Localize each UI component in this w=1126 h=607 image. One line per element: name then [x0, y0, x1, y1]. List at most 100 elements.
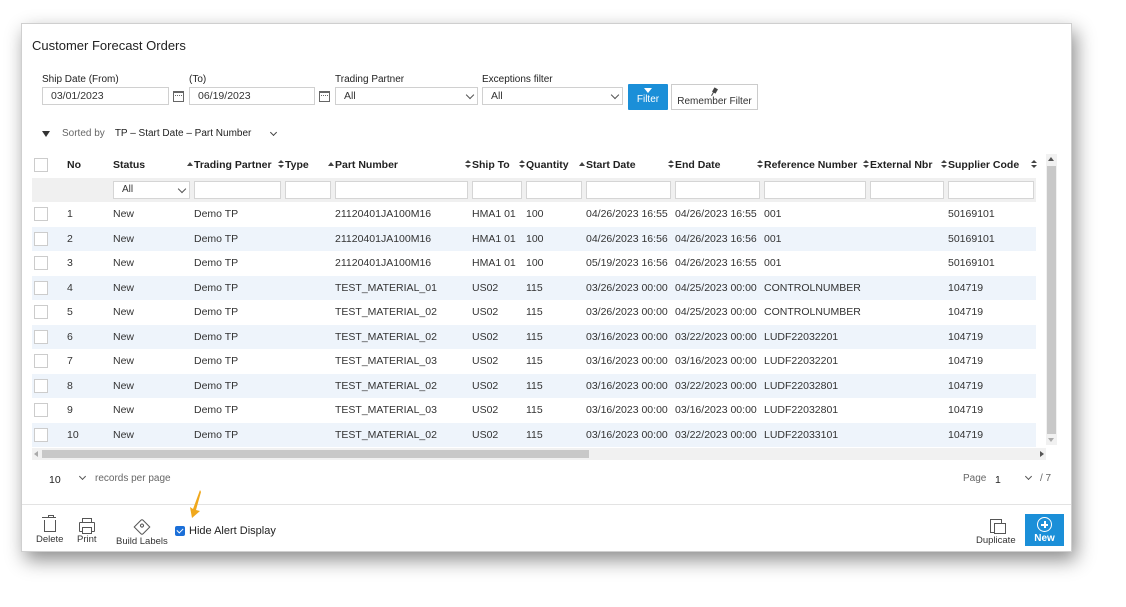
- supplier-code-filter-input[interactable]: [948, 181, 1034, 199]
- funnel-icon[interactable]: [42, 130, 50, 137]
- cell-no: 3: [67, 257, 73, 270]
- col-start-date[interactable]: Start Date: [586, 159, 674, 171]
- calendar-icon[interactable]: [315, 87, 333, 105]
- col-part-number[interactable]: Part Number: [335, 159, 471, 171]
- remember-filter-label: Remember Filter: [677, 96, 752, 107]
- new-button[interactable]: New: [1025, 514, 1064, 546]
- forecast-orders-window: Customer Forecast Orders Ship Date (From…: [21, 23, 1072, 552]
- col-status[interactable]: Status: [113, 159, 193, 171]
- print-button[interactable]: Print: [77, 517, 97, 545]
- cell-partner: Demo TP: [192, 275, 283, 300]
- table-row[interactable]: 6 New Demo TP TEST_MATERIAL_02 US02 115 03/16/…: [32, 324, 1036, 349]
- ship-from-input[interactable]: 03/01/2023: [42, 87, 169, 105]
- sort-select[interactable]: TP – Start Date – Part Number: [114, 128, 252, 139]
- col-quantity[interactable]: Quantity: [526, 159, 585, 171]
- delete-button[interactable]: Delete: [36, 515, 63, 545]
- type-filter-input[interactable]: [285, 181, 331, 199]
- cell-supplier: 104719: [948, 306, 984, 319]
- trading-partner-select[interactable]: All: [335, 87, 478, 105]
- row-checkbox[interactable]: [34, 256, 48, 271]
- table-row[interactable]: 4 New Demo TP TEST_MATERIAL_01 US02 115 03/26/…: [32, 275, 1036, 300]
- cell-ref: CONTROLNUMBER: [764, 306, 861, 319]
- ship-to-filter-input[interactable]: [472, 181, 522, 199]
- table-row[interactable]: 5 New Demo TP TEST_MATERIAL_02 US02 115 03/26/…: [32, 300, 1036, 325]
- pager: 10 records per page Page 1 / 7: [22, 464, 1071, 504]
- quantity-filter-input[interactable]: [526, 181, 582, 199]
- table-row[interactable]: 10 New Demo TP TEST_MATERIAL_02 US02 115 03/16…: [32, 422, 1036, 447]
- row-checkbox[interactable]: [34, 329, 48, 344]
- chevron-down-icon[interactable]: [1024, 472, 1033, 481]
- cell-start: 03/16/2023 00:00: [584, 324, 673, 349]
- chevron-down-icon[interactable]: [78, 472, 87, 481]
- col-external-nbr[interactable]: External Nbr: [870, 159, 947, 171]
- row-select-cell: [32, 398, 65, 423]
- row-checkbox[interactable]: [34, 427, 48, 442]
- horizontal-scroll-thumb[interactable]: [42, 450, 589, 458]
- row-checkbox[interactable]: [34, 378, 48, 393]
- build-labels-button[interactable]: Build Labels: [116, 517, 168, 547]
- cell-ref: LUDF22032201: [764, 355, 839, 368]
- start-date-filter-input[interactable]: [586, 181, 671, 199]
- page-select[interactable]: 1: [995, 474, 1001, 486]
- cell-ext: [868, 202, 946, 227]
- remember-filter-button[interactable]: Remember Filter: [671, 84, 758, 110]
- table-row[interactable]: 2 New Demo TP 21120401JA100M16 HMA1 01 100 04/…: [32, 226, 1036, 251]
- hide-alert-checkbox[interactable]: [175, 526, 185, 536]
- scroll-left-icon[interactable]: [34, 451, 38, 457]
- vertical-scroll-thumb[interactable]: [1047, 166, 1056, 434]
- cell-no: 6: [65, 324, 111, 349]
- table-row[interactable]: 9 New Demo TP TEST_MATERIAL_03 US02 115 03/16/…: [32, 398, 1036, 423]
- horizontal-scrollbar[interactable]: [32, 448, 1046, 460]
- row-checkbox[interactable]: [34, 403, 48, 418]
- row-checkbox[interactable]: [34, 207, 48, 222]
- cell-start: 03/16/2023 00:00: [586, 355, 668, 368]
- scroll-down-icon[interactable]: [1048, 438, 1054, 442]
- end-date-filter-input[interactable]: [675, 181, 760, 199]
- status-filter-select[interactable]: All: [113, 181, 190, 199]
- cell-ref: LUDF22032801: [764, 404, 839, 417]
- filter-button[interactable]: Filter: [628, 84, 668, 110]
- cell-shipto: US02: [470, 275, 524, 300]
- cell-status: New: [111, 422, 192, 447]
- col-ship-to[interactable]: Ship To: [472, 159, 525, 171]
- col-reference-number[interactable]: Reference Number: [764, 159, 869, 171]
- row-checkbox[interactable]: [34, 280, 48, 295]
- table-row[interactable]: 7 New Demo TP TEST_MATERIAL_03 US02 115 03/16/…: [32, 349, 1036, 374]
- cell-ext: [868, 251, 946, 276]
- ship-to-input[interactable]: 06/19/2023: [189, 87, 315, 105]
- col-supplier-code[interactable]: Supplier Code: [948, 159, 1037, 171]
- table-row[interactable]: 1 New Demo TP 21120401JA100M16 HMA1 01 100 04/…: [32, 202, 1036, 227]
- row-checkbox[interactable]: [34, 305, 48, 320]
- col-trading-partner[interactable]: Trading Partner: [194, 159, 284, 171]
- cell-supplier: 104719: [948, 355, 984, 368]
- scroll-right-icon[interactable]: [1040, 451, 1044, 457]
- cell-qty: 100: [524, 226, 584, 251]
- records-per-page-select[interactable]: 10: [49, 474, 61, 486]
- reference-number-filter-input[interactable]: [764, 181, 866, 199]
- external-nbr-filter-input[interactable]: [870, 181, 944, 199]
- exceptions-filter-select[interactable]: All: [482, 87, 623, 105]
- table-row[interactable]: 3 New Demo TP 21120401JA100M16 HMA1 01 100 05/…: [32, 251, 1036, 276]
- cell-part: TEST_MATERIAL_01: [333, 275, 470, 300]
- chevron-down-icon[interactable]: [270, 128, 278, 136]
- table-row[interactable]: 8 New Demo TP TEST_MATERIAL_02 US02 115 03/16/…: [32, 373, 1036, 398]
- cell-no: 2: [65, 226, 111, 251]
- page-total: / 7: [1040, 473, 1052, 484]
- duplicate-button[interactable]: Duplicate: [976, 517, 1016, 546]
- cell-ext: [868, 422, 946, 447]
- trading-partner-filter-input[interactable]: [194, 181, 281, 199]
- col-no[interactable]: No: [67, 159, 81, 171]
- vertical-scrollbar[interactable]: [1046, 154, 1057, 445]
- row-checkbox[interactable]: [34, 354, 48, 369]
- filter-cell: [65, 178, 111, 202]
- scroll-up-icon[interactable]: [1048, 157, 1054, 161]
- row-checkbox[interactable]: [34, 231, 48, 246]
- hide-alert-toggle[interactable]: Hide Alert Display: [175, 525, 276, 537]
- select-all-checkbox[interactable]: [34, 158, 48, 172]
- calendar-icon[interactable]: [169, 87, 187, 105]
- col-end-date[interactable]: End Date: [675, 159, 763, 171]
- cell-start: 04/26/2023 16:55: [586, 208, 668, 221]
- col-type[interactable]: Type: [285, 159, 334, 171]
- filter-cell: [762, 178, 868, 202]
- part-number-filter-input[interactable]: [335, 181, 468, 199]
